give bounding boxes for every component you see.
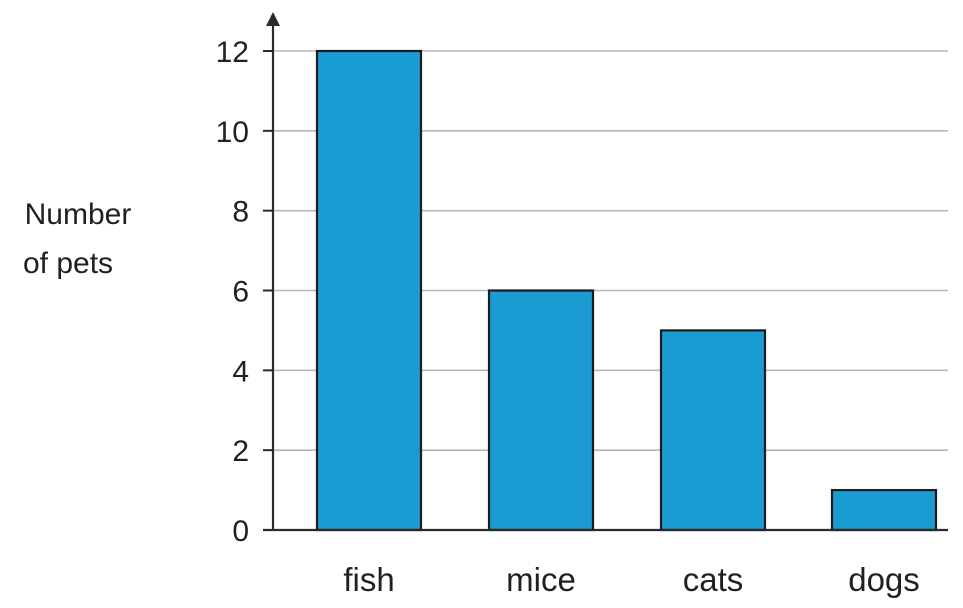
bar-mice bbox=[487, 289, 595, 532]
y-axis-label: Number of pets bbox=[23, 198, 131, 280]
x-category-label-dogs: dogs bbox=[848, 561, 920, 598]
x-category-labels: fish mice cats dogs bbox=[343, 561, 919, 598]
y-tick-label-12: 12 bbox=[216, 36, 249, 69]
y-axis-label-line-1: Number bbox=[25, 198, 132, 231]
x-category-label-cats: cats bbox=[683, 561, 744, 598]
y-axis-label-line-2: of pets bbox=[23, 247, 113, 280]
y-tick-label-10: 10 bbox=[216, 116, 249, 149]
y-tick-label-2: 2 bbox=[232, 435, 249, 468]
y-tick-label-4: 4 bbox=[232, 355, 249, 388]
bar-cats bbox=[659, 329, 767, 532]
bar-dogs bbox=[830, 488, 938, 532]
y-tick-label-8: 8 bbox=[232, 196, 249, 229]
bar-fish bbox=[315, 49, 423, 532]
y-axis-arrowhead bbox=[266, 12, 280, 26]
bars bbox=[315, 49, 938, 532]
y-tick-labels: 0 2 4 6 8 10 12 bbox=[216, 36, 249, 548]
x-category-label-mice: mice bbox=[506, 561, 576, 598]
x-category-label-fish: fish bbox=[343, 561, 394, 598]
y-tick-label-0: 0 bbox=[232, 515, 249, 548]
y-tick-label-6: 6 bbox=[232, 276, 249, 309]
axes bbox=[263, 12, 948, 532]
